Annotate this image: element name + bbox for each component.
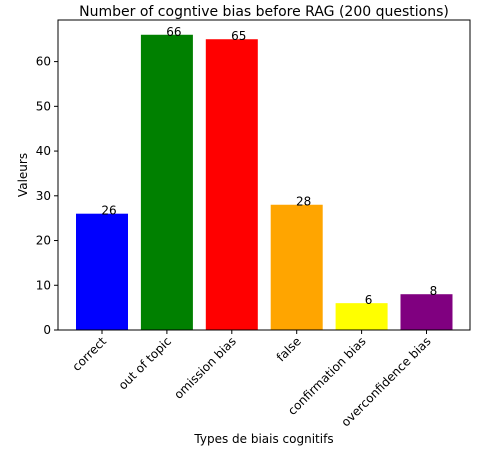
y-tick-label-20: 20 bbox=[36, 234, 51, 248]
plot-frame bbox=[57, 19, 471, 331]
bar-out-of-topic bbox=[140, 34, 193, 331]
bars-group bbox=[76, 34, 453, 331]
chart-title: Number of cogntive bias before RAG (200 … bbox=[79, 4, 449, 20]
y-tick-label-0: 0 bbox=[43, 323, 51, 337]
x-axis-label: Types de biais cognitifs bbox=[193, 432, 333, 446]
bar-omission-bias bbox=[205, 39, 258, 331]
y-tick-label-10: 10 bbox=[36, 278, 51, 292]
x-tick-label-false: false bbox=[274, 334, 304, 364]
bar-false bbox=[270, 204, 323, 330]
x-tick-label-out-of-topic: out of topic bbox=[116, 334, 174, 392]
y-tick-label-30: 30 bbox=[36, 189, 51, 203]
y-axis-label: Valeurs bbox=[16, 153, 30, 197]
y-axis-ticks: 0 10 20 30 40 50 60 bbox=[36, 55, 58, 337]
x-tick-label-correct: correct bbox=[70, 334, 110, 374]
bar-correct bbox=[76, 213, 128, 330]
data-labels-group: 26 66 65 28 6 8 bbox=[101, 25, 437, 307]
y-tick-label-60: 60 bbox=[36, 55, 51, 69]
data-label-omission-bias: 65 bbox=[231, 29, 246, 43]
data-label-out-of-topic: 66 bbox=[166, 25, 181, 39]
data-label-confirmation-bias: 6 bbox=[365, 293, 373, 307]
x-tick-label-omission-bias: omission bias bbox=[171, 334, 239, 402]
data-label-false: 28 bbox=[296, 195, 311, 209]
bar-overconfidence-bias bbox=[400, 294, 453, 330]
bar-confirmation-bias bbox=[335, 303, 388, 330]
y-tick-label-50: 50 bbox=[36, 99, 51, 113]
y-tick-label-40: 40 bbox=[36, 144, 51, 158]
data-label-overconfidence-bias: 8 bbox=[430, 284, 438, 298]
data-label-correct: 26 bbox=[101, 204, 116, 218]
